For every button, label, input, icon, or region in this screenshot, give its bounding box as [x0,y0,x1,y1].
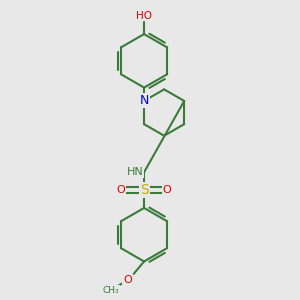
Text: HN: HN [127,167,143,177]
Text: O: O [123,275,132,285]
Text: O: O [163,185,172,195]
Text: CH₃: CH₃ [103,286,119,295]
Text: S: S [140,183,148,197]
Text: N: N [140,94,149,107]
Text: HO: HO [136,11,152,21]
Text: O: O [116,185,125,195]
